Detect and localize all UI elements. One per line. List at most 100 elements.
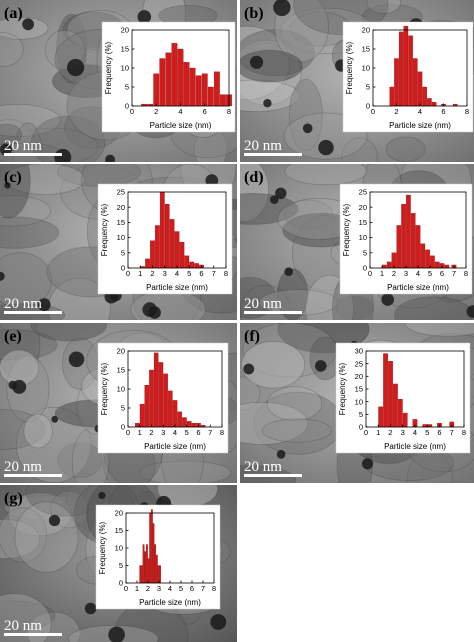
tem-panel-c: (c) 20 nm 0 1 2 3 4 5 6 7 8 0 5 10 15 20 25 Particle size…: [0, 164, 237, 320]
x-tick-label: 4: [173, 428, 177, 437]
x-tick-label: 3: [157, 584, 161, 593]
x-tick-label: 8: [220, 428, 224, 437]
x-axis-label: Particle size (nm): [144, 442, 206, 451]
histogram-bar: [191, 423, 197, 428]
histogram-bar: [393, 383, 398, 428]
histogram-bar: [179, 242, 185, 269]
y-axis-label: Frequency (%): [338, 362, 347, 415]
x-tick-label: 3: [401, 428, 405, 437]
histogram-bar: [189, 67, 196, 107]
histogram-bar: [401, 204, 406, 269]
x-tick-label: 2: [392, 269, 396, 278]
x-tick-label: 4: [175, 269, 179, 278]
histogram-bar: [388, 360, 393, 428]
y-tick-label: 20: [117, 347, 125, 356]
x-tick-label: 8: [212, 584, 216, 593]
x-tick-label: 5: [185, 428, 189, 437]
x-tick-label: 8: [462, 428, 466, 437]
histogram-bar: [149, 369, 154, 428]
panel-label: (e): [4, 328, 22, 345]
histogram-bar: [172, 400, 178, 428]
y-tick-label: 15: [117, 366, 125, 375]
histogram-bar: [406, 194, 411, 269]
x-tick-label: 1: [135, 584, 139, 593]
histogram-bar: [430, 255, 435, 269]
x-tick-label: 0: [126, 269, 130, 278]
x-axis-label: Particle size (nm): [384, 442, 446, 451]
histogram-bar: [184, 255, 190, 269]
histogram-bar: [154, 544, 157, 584]
y-tick-label: 0: [359, 423, 363, 432]
histogram-bar: [152, 523, 155, 584]
scale-bar: [4, 633, 62, 636]
histogram-bar: [201, 73, 208, 107]
y-tick-label: 10: [115, 544, 123, 553]
tem-panel-e: (e) 20 nm 0 1 2 3 4 5 6 7 8 0 5 10 15 20 Particle size (…: [0, 323, 237, 483]
scale-bar-label: 20 nm: [244, 459, 282, 475]
x-tick-label: 0: [364, 428, 368, 437]
scale-bar: [244, 311, 302, 314]
x-tick-label: 2: [149, 428, 153, 437]
x-axis-label: Particle size (nm): [139, 598, 201, 607]
scale-bar-label: 20 nm: [244, 296, 282, 312]
histogram-bar: [146, 544, 148, 584]
y-tick-label: 5: [121, 404, 125, 413]
scale-bar: [244, 474, 302, 477]
x-tick-label: 1: [138, 269, 142, 278]
histogram-bar: [144, 385, 150, 428]
x-tick-label: 6: [196, 428, 200, 437]
scale-bar-label: 20 nm: [4, 618, 42, 634]
scale-bar: [4, 153, 62, 156]
histogram-bar: [165, 52, 172, 107]
x-tick-label: 6: [199, 269, 203, 278]
histogram-bar: [207, 86, 214, 107]
scale-bar-label: 20 nm: [4, 296, 42, 312]
histogram-bar: [389, 86, 395, 107]
x-tick-label: 3: [163, 269, 167, 278]
inset-background: [335, 342, 471, 454]
x-axis-label: Particle size (nm): [387, 283, 449, 292]
y-tick-label: 15: [115, 526, 123, 535]
x-tick-label: 5: [179, 584, 183, 593]
histogram-bar: [425, 249, 430, 269]
histogram-bar: [158, 362, 164, 428]
scale-bar: [244, 153, 302, 156]
y-tick-label: 20: [359, 203, 367, 212]
y-tick-label: 20: [121, 26, 129, 35]
y-axis-label: Frequency (%): [100, 203, 109, 256]
y-tick-label: 20: [362, 26, 370, 35]
histogram-bar: [408, 35, 413, 107]
x-tick-label: 4: [413, 428, 417, 437]
scale-bar-label: 20 nm: [4, 459, 42, 475]
y-tick-label: 0: [363, 264, 367, 273]
y-tick-label: 20: [115, 509, 123, 518]
histogram-bar: [186, 421, 192, 428]
histogram-bar: [174, 231, 180, 269]
histogram-bar: [413, 58, 418, 107]
panel-label: (c): [4, 169, 22, 186]
y-tick-label: 25: [355, 359, 363, 368]
y-tick-label: 0: [366, 102, 370, 111]
inset-background: [339, 183, 473, 295]
x-tick-label: 8: [465, 107, 469, 116]
y-tick-label: 10: [362, 64, 370, 73]
scale-bar: [4, 474, 62, 477]
x-tick-label: 7: [450, 428, 454, 437]
histogram-inset: 0 2 4 6 8 0 5 10 15 20 Particle size (nm) Frequency…: [342, 21, 474, 133]
histogram-bar: [194, 263, 199, 269]
histogram-bar: [398, 31, 404, 107]
y-tick-label: 0: [121, 264, 125, 273]
histogram-bar: [444, 264, 450, 269]
histogram-bar: [397, 398, 403, 428]
panel-label: (g): [4, 490, 23, 507]
x-tick-label: 0: [126, 428, 130, 437]
histogram-bar: [159, 58, 166, 107]
x-tick-label: 7: [201, 584, 205, 593]
y-tick-label: 15: [117, 218, 125, 227]
y-tick-label: 20: [355, 372, 363, 381]
histogram-bar: [144, 551, 147, 584]
tem-panel-g: (g) 20 nm 0 1 2 3 4 5 6 7 8 0 5 10 15 20 Particle size (…: [0, 485, 237, 642]
